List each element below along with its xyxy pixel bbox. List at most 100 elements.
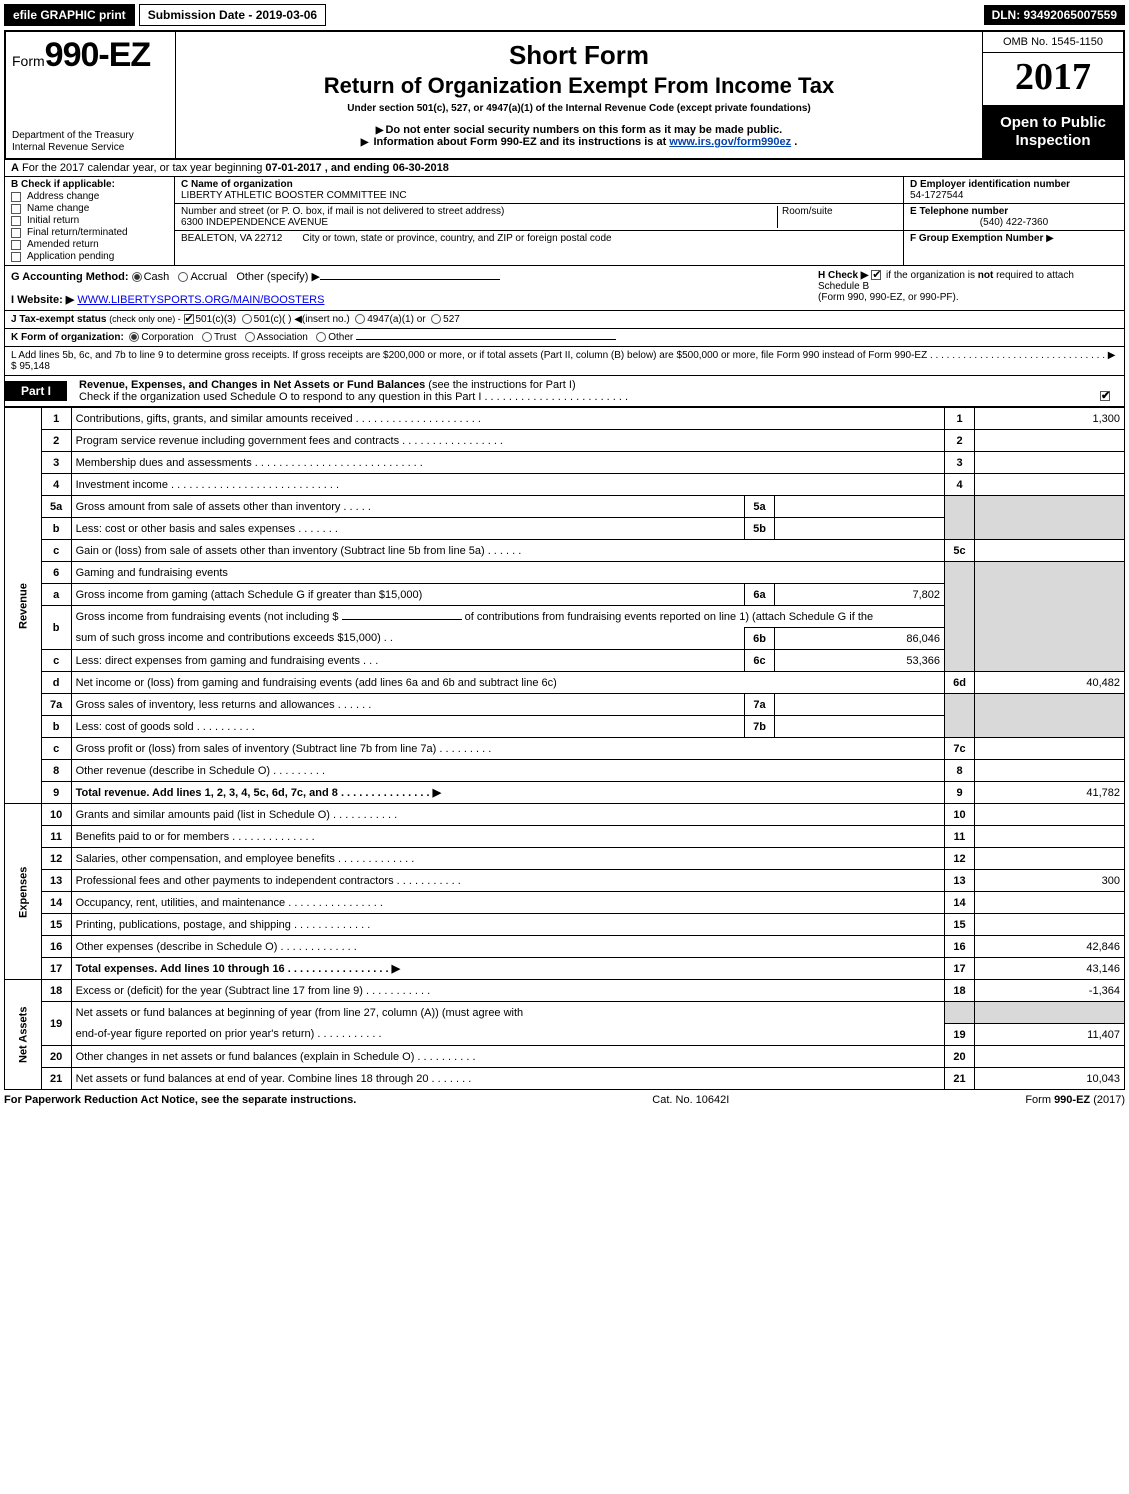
dept-line1: Department of the Treasury — [12, 130, 169, 142]
line-19-1: 19 Net assets or fund balances at beginn… — [5, 1002, 1125, 1024]
line-9: 9 Total revenue. Add lines 1, 2, 3, 4, 5… — [5, 782, 1125, 804]
footer-mid: Cat. No. 10642I — [652, 1094, 729, 1106]
value-line-21: 10,043 — [975, 1068, 1125, 1090]
radio-association[interactable] — [245, 332, 255, 342]
value-line-6d: 40,482 — [975, 672, 1125, 694]
dept-line2: Internal Revenue Service — [12, 142, 169, 154]
other-specify-input[interactable] — [320, 279, 500, 280]
part-i-tag: Part I — [5, 381, 67, 401]
omb-number: OMB No. 1545-1150 — [983, 32, 1123, 53]
line-10: Expenses 10 Grants and similar amounts p… — [5, 804, 1125, 826]
value-line-6c: 53,366 — [775, 650, 945, 672]
top-bar: efile GRAPHIC print Submission Date - 20… — [4, 4, 1125, 26]
section-H: H Check ▶ if the organization is not req… — [818, 270, 1118, 306]
line-7c: c Gross profit or (loss) from sales of i… — [5, 738, 1125, 760]
fundraising-contrib-input[interactable] — [342, 619, 462, 620]
part-i-table: Revenue 1 Contributions, gifts, grants, … — [4, 407, 1125, 1090]
radio-accrual[interactable] — [178, 272, 188, 282]
section-B: B Check if applicable: Address change Na… — [5, 177, 175, 265]
website-link[interactable]: WWW.LIBERTYSPORTS.ORG/MAIN/BOOSTERS — [77, 294, 324, 306]
section-GH: G Accounting Method: Cash Accrual Other … — [4, 266, 1125, 311]
section-K: K Form of organization: Corporation Trus… — [4, 329, 1125, 347]
line-1: Revenue 1 Contributions, gifts, grants, … — [5, 408, 1125, 430]
section-L: L Add lines 5b, 6c, and 7b to line 9 to … — [4, 347, 1125, 376]
form-prefix: Form — [12, 53, 45, 69]
line-5a: 5a Gross amount from sale of assets othe… — [5, 496, 1125, 518]
checkbox-schedule-o[interactable] — [1100, 391, 1110, 401]
radio-other-org[interactable] — [316, 332, 326, 342]
line-3: 3 Membership dues and assessments . . . … — [5, 452, 1125, 474]
section-C: C Name of organization LIBERTY ATHLETIC … — [175, 177, 904, 265]
footer-right: Form 990-EZ (2017) — [1025, 1094, 1125, 1106]
header-left: Form990-EZ Department of the Treasury In… — [6, 32, 176, 158]
open-to-public: Open to Public Inspection — [983, 106, 1123, 158]
checkbox-schedule-b-not-required[interactable] — [871, 270, 881, 280]
org-address: 6300 INDEPENDENCE AVENUE — [181, 217, 777, 228]
line-5c: c Gain or (loss) from sale of assets oth… — [5, 540, 1125, 562]
netassets-section-label: Net Assets — [5, 980, 42, 1090]
group-exemption-arrow: ▶ — [1046, 233, 1054, 244]
footer-left: For Paperwork Reduction Act Notice, see … — [4, 1094, 356, 1106]
line-6d: d Net income or (loss) from gaming and f… — [5, 672, 1125, 694]
value-line-13: 300 — [975, 870, 1125, 892]
line-15: 15 Printing, publications, postage, and … — [5, 914, 1125, 936]
page-footer: For Paperwork Reduction Act Notice, see … — [4, 1094, 1125, 1106]
value-line-1: 1,300 — [975, 408, 1125, 430]
radio-corporation[interactable] — [129, 332, 139, 342]
radio-trust[interactable] — [202, 332, 212, 342]
section-I: I Website: ▶ WWW.LIBERTYSPORTS.ORG/MAIN/… — [11, 293, 818, 306]
value-line-9: 41,782 — [975, 782, 1125, 804]
org-city: BEALETON, VA 22712 — [181, 233, 282, 244]
title-return: Return of Organization Exempt From Incom… — [186, 73, 972, 99]
line-4: 4 Investment income . . . . . . . . . . … — [5, 474, 1125, 496]
line-8: 8 Other revenue (describe in Schedule O)… — [5, 760, 1125, 782]
line-17: 17 Total expenses. Add lines 10 through … — [5, 958, 1125, 980]
note-info: Information about Form 990-EZ and its in… — [186, 136, 972, 148]
section-G: G Accounting Method: Cash Accrual Other … — [11, 270, 818, 283]
checkbox-final-return[interactable] — [11, 228, 21, 238]
irs-link[interactable]: www.irs.gov/form990ez — [669, 136, 791, 148]
header-right: OMB No. 1545-1150 2017 Open to Public In… — [983, 32, 1123, 158]
submission-date: Submission Date - 2019-03-06 — [139, 4, 326, 26]
line-6: 6 Gaming and fundraising events — [5, 562, 1125, 584]
checkbox-501c3[interactable] — [184, 314, 194, 324]
radio-527[interactable] — [431, 314, 441, 324]
value-line-16: 42,846 — [975, 936, 1125, 958]
value-line-19: 11,407 — [975, 1024, 1125, 1046]
section-A: A For the 2017 calendar year, or tax yea… — [4, 160, 1125, 177]
line-12: 12 Salaries, other compensation, and emp… — [5, 848, 1125, 870]
section-DEF: D Employer identification number 54-1727… — [904, 177, 1124, 265]
value-line-18: -1,364 — [975, 980, 1125, 1002]
checkbox-application-pending[interactable] — [11, 252, 21, 262]
checkbox-address-change[interactable] — [11, 192, 21, 202]
checkbox-initial-return[interactable] — [11, 216, 21, 226]
value-line-6b: 86,046 — [775, 628, 945, 650]
tax-year-end: 06-30-2018 — [393, 162, 449, 174]
line-13: 13 Professional fees and other payments … — [5, 870, 1125, 892]
line-14: 14 Occupancy, rent, utilities, and maint… — [5, 892, 1125, 914]
tax-year-begin: 07-01-2017 — [265, 162, 321, 174]
value-line-6a: 7,802 — [775, 584, 945, 606]
dln-label: DLN: 93492065007559 — [984, 5, 1125, 25]
telephone: (540) 422-7360 — [910, 217, 1118, 228]
radio-4947[interactable] — [355, 314, 365, 324]
room-suite: Room/suite — [777, 206, 897, 228]
tax-year: 2017 — [983, 53, 1123, 106]
line-7a: 7a Gross sales of inventory, less return… — [5, 694, 1125, 716]
form-number-text: 990-EZ — [45, 36, 151, 74]
revenue-section-label: Revenue — [5, 408, 42, 804]
department: Department of the Treasury Internal Reve… — [12, 130, 169, 154]
line-11: 11 Benefits paid to or for members . . .… — [5, 826, 1125, 848]
other-org-input[interactable] — [356, 339, 616, 340]
line-21: 21 Net assets or fund balances at end of… — [5, 1068, 1125, 1090]
expenses-section-label: Expenses — [5, 804, 42, 980]
line-18: Net Assets 18 Excess or (deficit) for th… — [5, 980, 1125, 1002]
line-2: 2 Program service revenue including gove… — [5, 430, 1125, 452]
checkbox-amended-return[interactable] — [11, 240, 21, 250]
radio-cash[interactable] — [132, 272, 142, 282]
radio-501c[interactable] — [242, 314, 252, 324]
checkbox-name-change[interactable] — [11, 204, 21, 214]
line-19-2: end-of-year figure reported on prior yea… — [5, 1024, 1125, 1046]
arrow-icon — [361, 136, 371, 148]
section-BCDEF: B Check if applicable: Address change Na… — [4, 177, 1125, 266]
